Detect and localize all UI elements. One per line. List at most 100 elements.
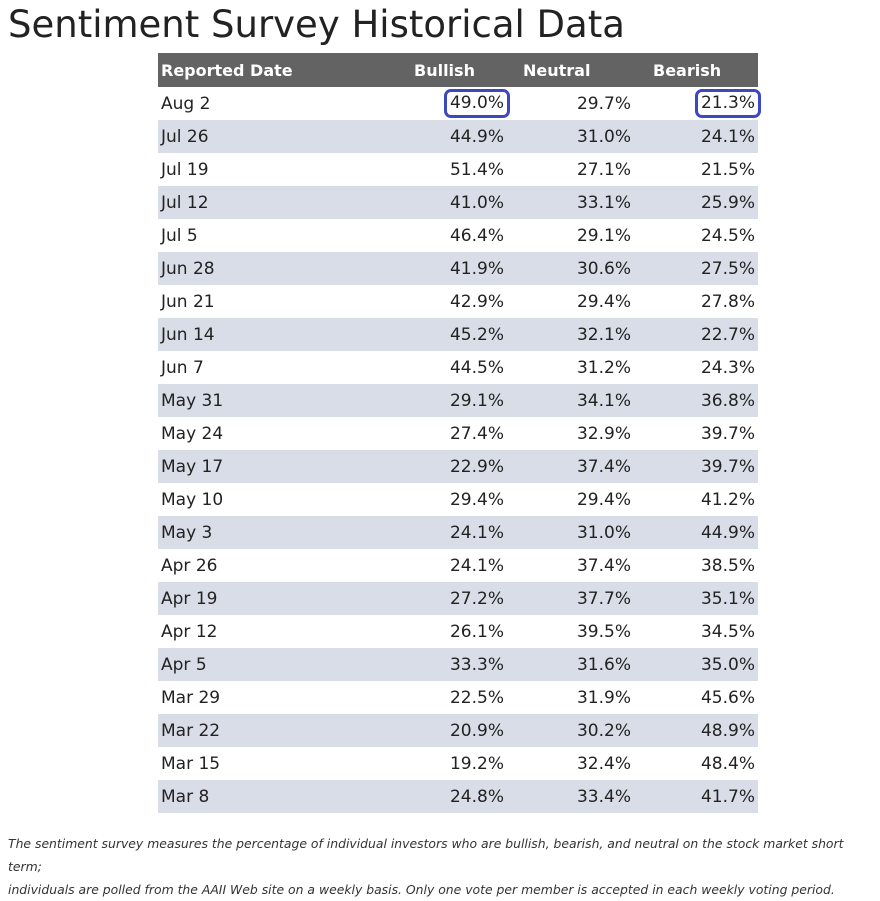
cell-bullish: 24.1% (388, 516, 507, 549)
cell-reported-date: May 10 (161, 489, 224, 510)
cell-neutral: 27.1% (576, 159, 631, 180)
cell-reported-date: May 24 (161, 423, 224, 444)
cell-bullish: 45.2% (388, 318, 507, 351)
table-body: Aug 2 49.0% 29.7% 21.3% Jul 26 44.9% 31.0% 24.1… (158, 87, 761, 813)
cell-bullish: 51.4% (449, 159, 504, 180)
table-row: Apr 26 24.1% 37.4% 38.5% (158, 549, 758, 582)
cell-neutral: 29.7% (576, 93, 631, 114)
table-row: May 31 29.1% 34.1% 36.8% (158, 384, 758, 417)
cell-neutral: 29.4% (576, 489, 631, 510)
cell-reported-date: Mar 8 (158, 780, 388, 813)
cell-neutral: 39.5% (576, 621, 631, 642)
page-title: Sentiment Survey Historical Data (8, 3, 625, 46)
cell-bearish: 45.6% (700, 687, 755, 708)
cell-neutral: 32.4% (576, 753, 631, 774)
table-row: Apr 5 33.3% 31.6% 35.0% (158, 648, 758, 681)
cell-bearish: 27.5% (634, 252, 758, 285)
cell-bullish: 20.9% (388, 714, 507, 747)
table-row: Aug 2 49.0% 29.7% 21.3% (158, 87, 761, 120)
table-row: May 3 24.1% 31.0% 44.9% (158, 516, 758, 549)
cell-reported-date: Apr 26 (161, 555, 218, 576)
table-row: Jun 14 45.2% 32.1% 22.7% (158, 318, 758, 351)
cell-bullish: 46.4% (449, 225, 504, 246)
cell-neutral: 29.4% (576, 291, 631, 312)
cell-bearish: 27.8% (700, 291, 755, 312)
footnote: The sentiment survey measures the percen… (8, 832, 876, 901)
cell-bearish: 41.2% (700, 489, 755, 510)
cell-neutral: 32.1% (507, 318, 634, 351)
header-bearish: Bearish (634, 53, 758, 87)
cell-reported-date: Mar 29 (161, 687, 221, 708)
cell-bullish: 22.9% (388, 450, 507, 483)
table-row: Mar 29 22.5% 31.9% 45.6% (158, 681, 758, 714)
table-row: Mar 8 24.8% 33.4% 41.7% (158, 780, 758, 813)
cell-reported-date: May 3 (158, 516, 388, 549)
cell-neutral: 30.2% (507, 714, 634, 747)
cell-reported-date: Jul 26 (158, 120, 388, 153)
cell-neutral: 31.2% (576, 357, 631, 378)
cell-bearish: 22.7% (634, 318, 758, 351)
footnote-line-2: individuals are polled from the AAII Web… (8, 882, 835, 897)
cell-bearish: 21.5% (700, 159, 755, 180)
cell-neutral: 30.6% (507, 252, 634, 285)
cell-bullish: 19.2% (449, 753, 504, 774)
cell-reported-date: May 31 (158, 384, 388, 417)
cell-neutral: 37.7% (507, 582, 634, 615)
cell-bullish: 29.4% (449, 489, 504, 510)
cell-neutral: 31.0% (507, 120, 634, 153)
cell-bearish: 41.7% (634, 780, 758, 813)
table-row: Jul 26 44.9% 31.0% 24.1% (158, 120, 758, 153)
table-row: Jun 21 42.9% 29.4% 27.8% (158, 285, 758, 318)
cell-reported-date: Jul 19 (161, 159, 209, 180)
cell-neutral: 37.4% (507, 450, 634, 483)
cell-bearish: 21.3% (634, 87, 761, 120)
cell-neutral: 32.9% (576, 423, 631, 444)
table-row: Jun 28 41.9% 30.6% 27.5% (158, 252, 758, 285)
cell-bearish: 39.7% (700, 423, 755, 444)
header-bullish: Bullish (388, 53, 507, 87)
cell-bearish: 35.0% (634, 648, 758, 681)
cell-reported-date: Jun 7 (161, 357, 204, 378)
cell-bullish: 41.0% (388, 186, 507, 219)
table-row: Apr 12 26.1% 39.5% 34.5% (158, 615, 758, 648)
cell-bullish: 24.1% (449, 555, 504, 576)
cell-bearish: 24.3% (700, 357, 755, 378)
sentiment-table: Reported Date Bullish Neutral Bearish Au… (158, 53, 761, 813)
header-reported-date: Reported Date (158, 53, 388, 87)
cell-reported-date: Mar 22 (158, 714, 388, 747)
cell-reported-date: Jun 21 (161, 291, 215, 312)
cell-bullish: 44.9% (388, 120, 507, 153)
cell-reported-date: Jun 28 (158, 252, 388, 285)
cell-neutral: 31.6% (507, 648, 634, 681)
cell-bullish: 42.9% (449, 291, 504, 312)
cell-bearish: 48.9% (634, 714, 758, 747)
cell-bearish: 35.1% (634, 582, 758, 615)
highlight-circle-bearish: 21.3% (694, 89, 761, 118)
cell-bearish: 24.5% (700, 225, 755, 246)
table-row: May 24 27.4% 32.9% 39.7% (158, 417, 758, 450)
cell-bullish: 24.8% (388, 780, 507, 813)
cell-neutral: 31.9% (576, 687, 631, 708)
cell-reported-date: Jul 5 (161, 225, 198, 246)
table-row: May 10 29.4% 29.4% 41.2% (158, 483, 758, 516)
cell-bearish: 48.4% (700, 753, 755, 774)
table-row: Jul 5 46.4% 29.1% 24.5% (158, 219, 758, 252)
table-row: Mar 22 20.9% 30.2% 48.9% (158, 714, 758, 747)
highlight-circle-bullish: 49.0% (443, 89, 510, 118)
cell-bearish: 34.5% (700, 621, 755, 642)
cell-bullish: 49.0% (388, 87, 510, 120)
cell-bullish: 33.3% (388, 648, 507, 681)
cell-bullish: 27.2% (388, 582, 507, 615)
cell-bearish: 25.9% (634, 186, 758, 219)
cell-bearish: 38.5% (700, 555, 755, 576)
cell-bearish: 36.8% (634, 384, 758, 417)
cell-bullish: 41.9% (388, 252, 507, 285)
cell-bearish: 44.9% (634, 516, 758, 549)
cell-neutral: 34.1% (507, 384, 634, 417)
table-row: Mar 15 19.2% 32.4% 48.4% (158, 747, 758, 780)
cell-neutral: 31.0% (507, 516, 634, 549)
cell-bullish: 29.1% (388, 384, 507, 417)
footnote-line-1: The sentiment survey measures the percen… (8, 836, 844, 874)
table-row: Jul 19 51.4% 27.1% 21.5% (158, 153, 758, 186)
cell-neutral: 37.4% (576, 555, 631, 576)
